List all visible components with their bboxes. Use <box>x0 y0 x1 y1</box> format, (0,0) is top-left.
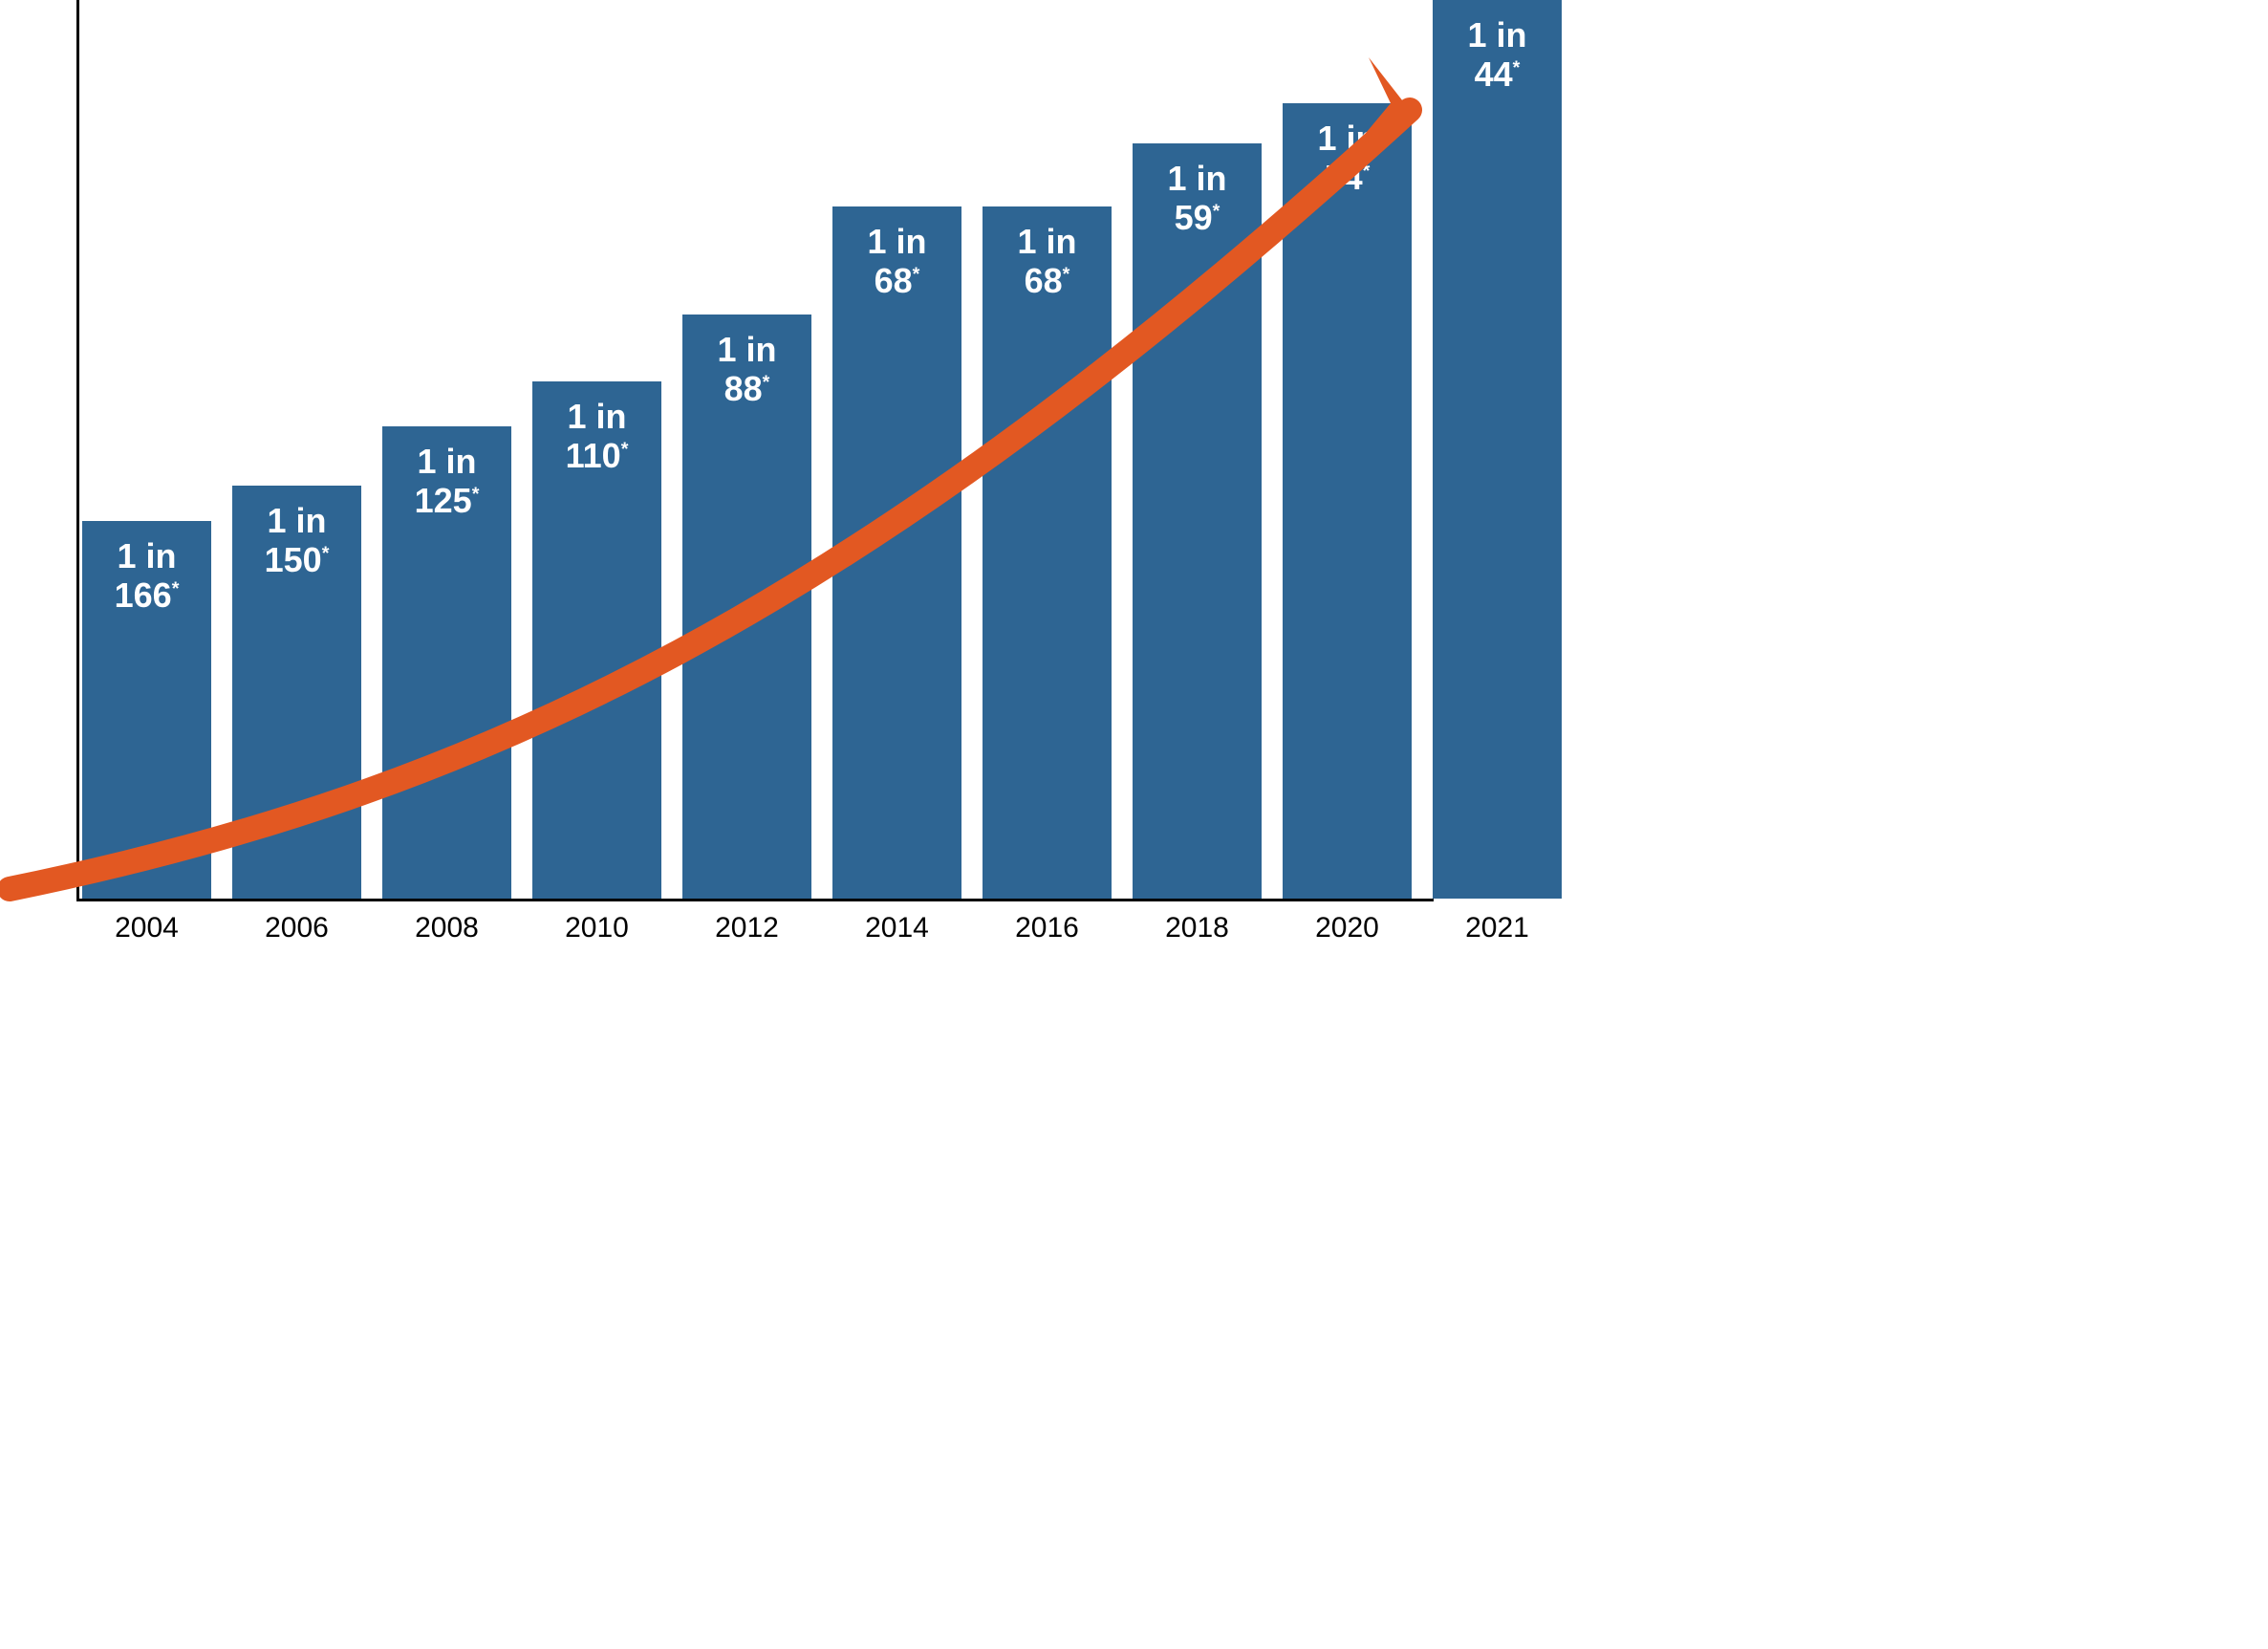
bar-value-label: 1 in150* <box>232 501 361 580</box>
bar-label-bottom: 88 <box>724 369 763 408</box>
bar-label-top: 1 in <box>1317 119 1376 158</box>
bar-value-label: 1 in88* <box>682 330 811 409</box>
x-axis-label: 2010 <box>532 912 661 944</box>
bar-label-bottom: 125 <box>415 481 472 520</box>
bar: 1 in59* <box>1133 143 1262 899</box>
bar-label-bottom: 68 <box>1025 261 1063 300</box>
bar-label-top: 1 in <box>867 222 926 261</box>
bar: 1 in166* <box>82 521 211 899</box>
bar-value-label: 1 in68* <box>983 222 1112 301</box>
bar-label-bottom: 150 <box>265 540 322 579</box>
bar-label-bottom: 110 <box>566 436 621 475</box>
bar-label-bottom: 59 <box>1175 198 1213 237</box>
bar-value-label: 1 in54* <box>1283 119 1412 198</box>
x-axis-label: 2008 <box>382 912 511 944</box>
bar-chart: 1 in166* 2004 1 in150* 2006 1 in125* 2008 1 in… <box>0 0 1434 1042</box>
bar-value-label: 1 in125* <box>382 442 511 521</box>
bar-value-label: 1 in166* <box>82 536 211 616</box>
bar-value-label: 1 in68* <box>832 222 961 301</box>
bar-value-label: 1 in110* <box>532 397 661 476</box>
bar-label-top: 1 in <box>117 536 176 575</box>
bar-label-top: 1 in <box>567 397 626 436</box>
bar: 1 in110* <box>532 381 661 899</box>
bar-label-bottom: 166 <box>115 575 172 615</box>
bar-label-top: 1 in <box>267 501 326 540</box>
x-axis-label: 2014 <box>832 912 961 944</box>
bar: 1 in150* <box>232 486 361 899</box>
x-axis-label: 2016 <box>983 912 1112 944</box>
bar-label-top: 1 in <box>417 442 476 481</box>
bar-label-top: 1 in <box>1017 222 1076 261</box>
x-axis-label: 2006 <box>232 912 361 944</box>
x-axis-label: 2020 <box>1283 912 1412 944</box>
y-axis <box>76 0 79 899</box>
bar-label-top: 1 in <box>1167 159 1226 198</box>
bar-label-top: 1 in <box>1467 15 1526 54</box>
bar: 1 in68* <box>832 206 961 899</box>
bar-label-bottom: 68 <box>875 261 913 300</box>
bar-label-bottom: 44 <box>1475 54 1513 94</box>
x-axis-label: 2018 <box>1133 912 1262 944</box>
x-axis-label: 2012 <box>682 912 811 944</box>
x-axis-label: 2021 <box>1433 912 1562 944</box>
bar: 1 in44* <box>1433 0 1562 899</box>
bar-value-label: 1 in44* <box>1433 15 1562 95</box>
bar-value-label: 1 in59* <box>1133 159 1262 238</box>
x-axis-label: 2004 <box>82 912 211 944</box>
bar: 1 in125* <box>382 426 511 899</box>
bar: 1 in54* <box>1283 103 1412 899</box>
bar-label-bottom: 54 <box>1325 158 1363 197</box>
bar: 1 in68* <box>983 206 1112 899</box>
x-axis <box>76 899 1434 901</box>
bar: 1 in88* <box>682 315 811 899</box>
bar-label-top: 1 in <box>717 330 776 369</box>
